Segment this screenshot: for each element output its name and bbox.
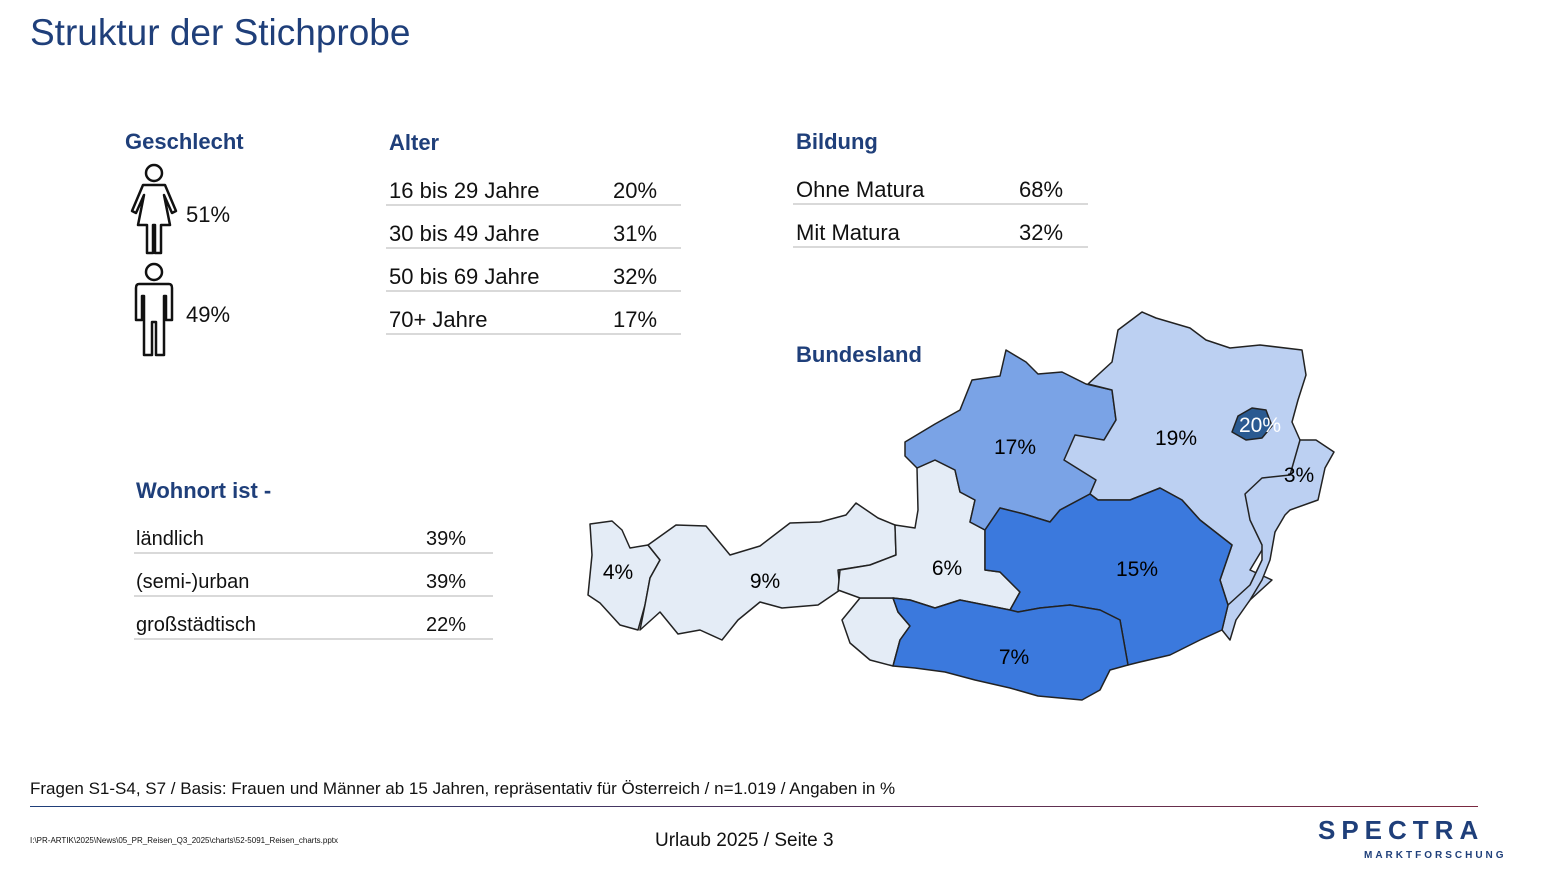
male-percentage: 49% <box>186 302 231 327</box>
education-value: 32% <box>1019 220 1064 245</box>
education-value: 68% <box>1019 177 1064 202</box>
residence-label: (semi-)urban <box>136 571 250 593</box>
age-label: 30 bis 49 Jahre <box>389 221 540 246</box>
spectra-logo: SPECTRA <box>1318 815 1485 845</box>
female-percentage: 51% <box>186 202 231 227</box>
region-label: 15% <box>1116 558 1158 581</box>
residence-row: ländlich 39% <box>134 528 493 554</box>
male-person-icon <box>134 262 174 357</box>
region-label: 4% <box>603 561 633 584</box>
age-value: 17% <box>613 307 658 332</box>
region-kaernten <box>892 597 1129 701</box>
logo-subtitle: MARKTFORSCHUNG <box>1364 850 1507 861</box>
age-heading: Alter <box>389 130 440 155</box>
gender-heading: Geschlecht <box>125 129 244 154</box>
age-row: 50 bis 69 Jahre 32% <box>386 264 681 292</box>
region-label: 7% <box>999 646 1029 669</box>
footer-divider <box>30 806 1478 807</box>
residence-value: 22% <box>426 614 467 636</box>
residence-value: 39% <box>426 571 467 593</box>
page-title: Struktur der Stichprobe <box>30 12 411 53</box>
region-label: 3% <box>1284 464 1314 487</box>
age-row: 30 bis 49 Jahre 31% <box>386 221 681 249</box>
residence-row: (semi-)urban 39% <box>134 571 493 597</box>
education-heading: Bildung <box>796 129 878 154</box>
footnote: Fragen S1-S4, S7 / Basis: Frauen und Män… <box>30 779 896 798</box>
region-wien <box>1231 407 1273 441</box>
region-label: 9% <box>750 570 780 593</box>
age-value: 32% <box>613 264 658 289</box>
age-value: 31% <box>613 221 658 246</box>
region-burgenland <box>1221 439 1335 641</box>
age-row: 16 bis 29 Jahre 20% <box>386 178 681 206</box>
age-label: 16 bis 29 Jahre <box>389 178 540 203</box>
age-row: 70+ Jahre 17% <box>386 307 681 335</box>
age-value: 20% <box>613 178 658 203</box>
female-person-icon <box>130 163 178 255</box>
state-heading: Bundesland <box>796 342 922 367</box>
age-label: 70+ Jahre <box>389 307 488 332</box>
residence-row: großstädtisch 22% <box>134 614 493 640</box>
region-label: 6% <box>932 557 962 580</box>
residence-label: großstädtisch <box>136 614 257 636</box>
page-number: Urlaub 2025 / Seite 3 <box>655 830 834 851</box>
file-path: I:\PR-ARTIK\2025\News\05_PR_Reisen_Q3_20… <box>30 836 339 845</box>
region-label: 17% <box>994 436 1036 459</box>
age-label: 50 bis 69 Jahre <box>389 264 540 289</box>
education-label: Mit Matura <box>796 220 900 245</box>
residence-heading: Wohnort ist - <box>136 478 272 503</box>
region-label: 20% <box>1239 414 1281 437</box>
education-label: Ohne Matura <box>796 177 925 202</box>
education-row: Ohne Matura 68% <box>793 177 1088 205</box>
education-row: Mit Matura 32% <box>793 220 1088 248</box>
residence-label: ländlich <box>136 528 204 550</box>
residence-value: 39% <box>426 528 467 550</box>
region-label: 19% <box>1155 427 1197 450</box>
